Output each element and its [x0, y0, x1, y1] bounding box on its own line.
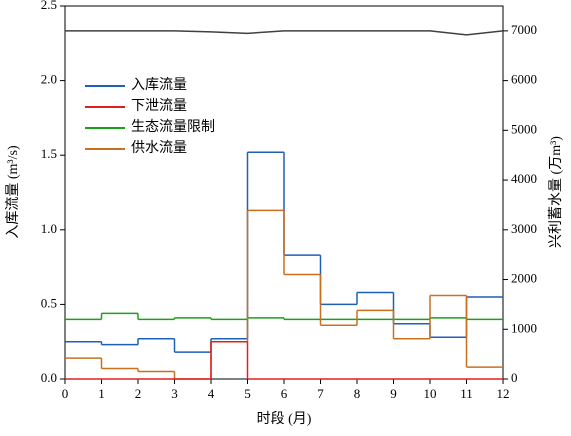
y2-tick-label: 5000: [511, 121, 537, 136]
y2-tick-label: 4000: [511, 171, 537, 186]
x-tick-label: 11: [460, 386, 473, 401]
y-tick-label: 2.0: [41, 72, 57, 87]
x-tick-label: 6: [281, 386, 288, 401]
x-axis-label: 时段 (月): [257, 411, 312, 427]
legend-label: 下泄流量: [131, 98, 187, 114]
x-tick-label: 7: [317, 386, 324, 401]
x-tick-label: 1: [98, 386, 105, 401]
x-tick-label: 10: [424, 386, 437, 401]
legend-label: 生态流量限制: [131, 119, 215, 135]
x-tick-label: 12: [497, 386, 510, 401]
y2-tick-label: 0: [511, 370, 518, 385]
y-tick-label: 0.5: [41, 295, 57, 310]
storage-line: [65, 30, 504, 36]
x-tick-label: 3: [171, 386, 178, 401]
legend-label: 供水流量: [131, 140, 187, 156]
legend-label: 入库流量: [131, 77, 187, 93]
y-tick-label: 2.5: [41, 0, 57, 12]
x-tick-label: 8: [354, 386, 361, 401]
x-tick-label: 0: [62, 386, 69, 401]
x-tick-label: 5: [244, 386, 251, 401]
y2-axis-label: 兴利蓄水量 (万m³): [548, 136, 564, 248]
y-tick-label: 0.0: [41, 370, 57, 385]
y-tick-label: 1.5: [41, 146, 57, 161]
y2-tick-label: 2000: [511, 271, 537, 286]
y2-tick-label: 7000: [511, 22, 537, 37]
y2-tick-label: 6000: [511, 72, 537, 87]
x-tick-label: 9: [390, 386, 397, 401]
y2-tick-label: 3000: [511, 221, 537, 236]
y2-tick-label: 1000: [511, 320, 537, 335]
x-tick-label: 4: [208, 386, 215, 401]
y-axis-label: 入库流量 (m³/s): [5, 145, 21, 239]
y-tick-label: 1.0: [41, 221, 57, 236]
x-tick-label: 2: [135, 386, 142, 401]
